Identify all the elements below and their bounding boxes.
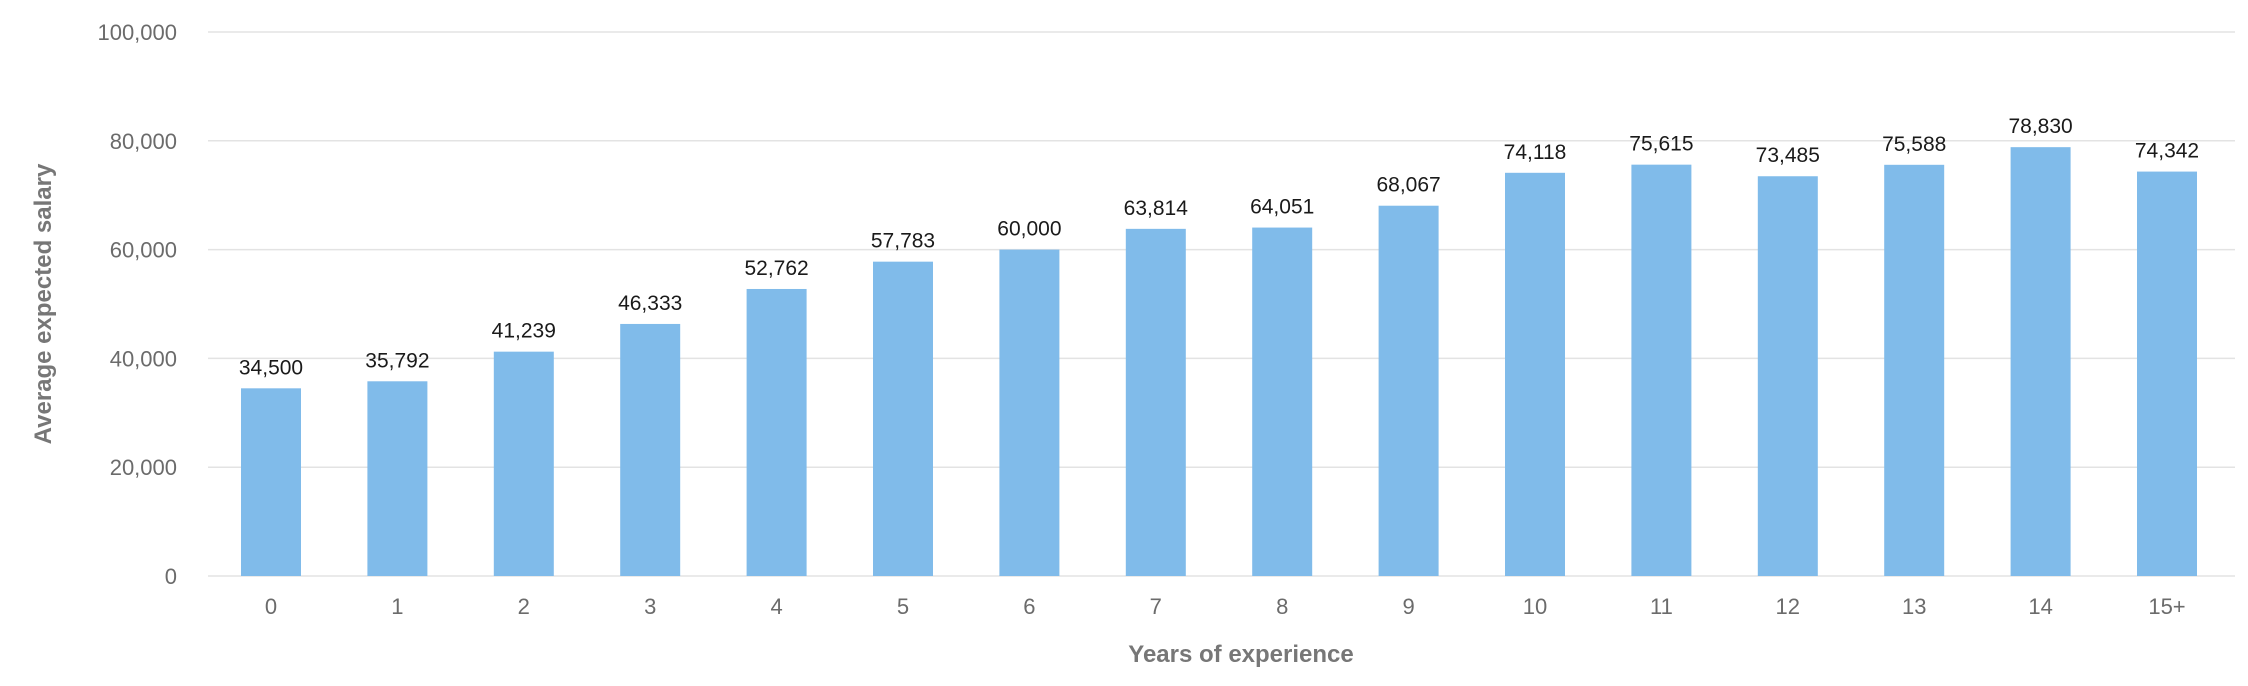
- x-tick-label: 2: [518, 594, 530, 619]
- y-tick-label: 40,000: [110, 346, 177, 371]
- x-tick-label: 0: [265, 594, 277, 619]
- bar: [620, 323, 681, 576]
- bar-value-label: 78,830: [2008, 115, 2072, 138]
- x-tick-label: 8: [1276, 594, 1288, 619]
- x-axis-ticks: 0 1 2 3 4 5 6 7 8 9 10 11 12 13 14 15+: [265, 594, 2186, 619]
- bar: [367, 381, 428, 576]
- bar-value-label: 64,051: [1250, 196, 1314, 219]
- bar-value-label: 57,783: [871, 230, 935, 253]
- x-tick-label: 9: [1402, 594, 1414, 619]
- x-tick-label: 10: [1523, 594, 1547, 619]
- x-tick-label: 3: [644, 594, 656, 619]
- bar: [746, 288, 807, 576]
- bar-value-label: 73,485: [1756, 144, 1820, 167]
- data-labels: 34,500 35,792 41,239 46,333 52,762 57,783 60,0…: [239, 115, 2199, 379]
- x-tick-label: 15+: [2148, 594, 2185, 619]
- bars: [241, 147, 2197, 577]
- y-tick-label: 0: [165, 564, 177, 589]
- bar-value-label: 35,792: [365, 349, 429, 372]
- y-axis-title: Average expected salary: [30, 163, 57, 444]
- bar: [1505, 172, 1565, 576]
- bar: [1252, 227, 1313, 576]
- x-tick-label: 1: [391, 594, 403, 619]
- bar: [1757, 176, 1818, 577]
- bar: [1884, 164, 1945, 577]
- x-tick-label: 5: [897, 594, 909, 619]
- bar: [1631, 164, 1692, 576]
- bar: [241, 388, 301, 576]
- bar-value-label: 74,342: [2135, 140, 2199, 163]
- bar-value-label: 52,762: [744, 257, 808, 280]
- bar-value-label: 68,067: [1376, 174, 1440, 197]
- x-tick-label: 11: [1650, 594, 1673, 619]
- x-tick-label: 12: [1776, 594, 1800, 619]
- bar: [2010, 147, 2071, 576]
- y-tick-label: 100,000: [97, 20, 177, 45]
- bar: [1378, 205, 1439, 576]
- bar: [493, 351, 554, 576]
- x-tick-label: 13: [1902, 594, 1926, 619]
- x-tick-label: 4: [770, 594, 782, 619]
- x-axis-title: Years of experience: [1128, 641, 1353, 668]
- y-tick-label: 20,000: [110, 455, 177, 480]
- y-axis-ticks: 0 20,000 40,000 60,000 80,000 100,000: [97, 20, 177, 589]
- bar: [873, 261, 933, 576]
- y-tick-label: 60,000: [110, 238, 177, 263]
- x-tick-label: 14: [2028, 594, 2052, 619]
- bar: [2137, 171, 2197, 576]
- bar-value-label: 75,615: [1629, 133, 1693, 156]
- x-tick-label: 6: [1023, 594, 1035, 619]
- bar: [999, 249, 1060, 576]
- bar-value-label: 63,814: [1124, 197, 1189, 220]
- x-tick-label: 7: [1150, 594, 1162, 619]
- bar: [1125, 228, 1186, 576]
- bar-value-label: 75,588: [1882, 133, 1946, 156]
- bar-value-label: 46,333: [618, 292, 682, 315]
- bar-value-label: 41,239: [492, 320, 556, 343]
- y-tick-label: 80,000: [110, 129, 177, 154]
- bar-value-label: 60,000: [997, 218, 1061, 241]
- bar-value-label: 34,500: [239, 356, 303, 379]
- bar-value-label: 74,118: [1504, 141, 1567, 164]
